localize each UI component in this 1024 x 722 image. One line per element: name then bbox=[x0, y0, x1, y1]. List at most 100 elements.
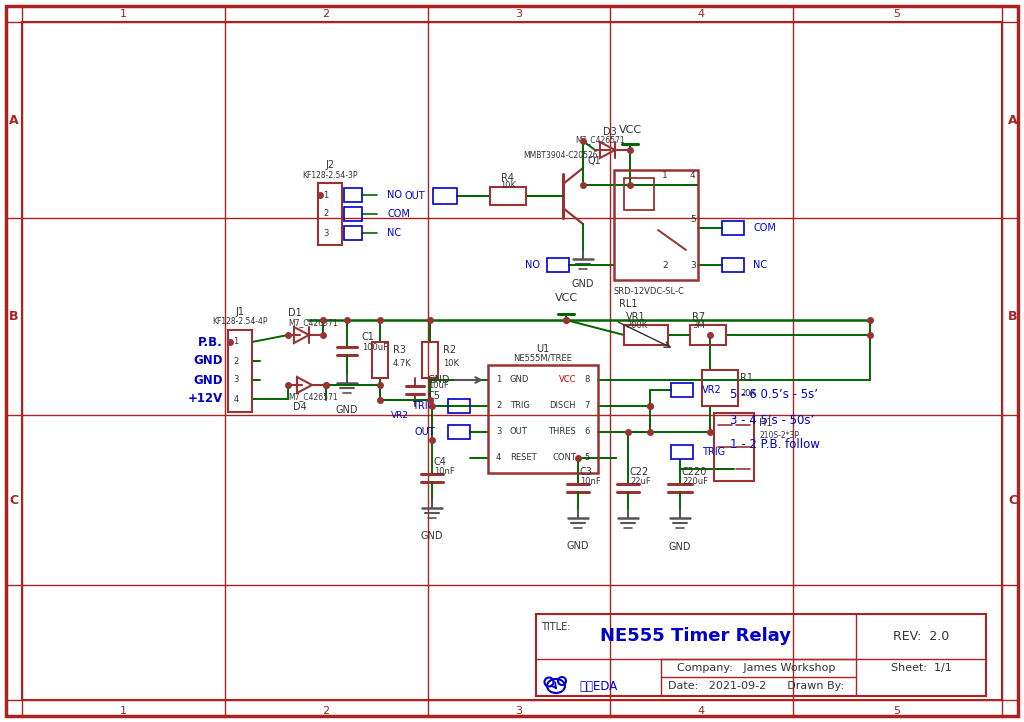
Text: Company:   James Workshop: Company: James Workshop bbox=[677, 663, 836, 673]
Text: 3: 3 bbox=[324, 228, 329, 238]
Text: C: C bbox=[9, 494, 18, 507]
Text: D4: D4 bbox=[293, 402, 307, 412]
Text: RESET: RESET bbox=[510, 453, 537, 463]
Bar bbox=[722, 221, 744, 235]
Text: 5: 5 bbox=[894, 706, 900, 716]
Text: C5: C5 bbox=[428, 391, 441, 401]
Bar bbox=[449, 425, 470, 439]
Text: 4: 4 bbox=[690, 170, 695, 180]
Text: C220: C220 bbox=[682, 467, 708, 477]
Text: 10K: 10K bbox=[443, 359, 459, 367]
Text: D1: D1 bbox=[288, 308, 302, 318]
Text: 3: 3 bbox=[515, 9, 522, 19]
Text: R4: R4 bbox=[502, 173, 514, 183]
Text: KF128-2.54-4P: KF128-2.54-4P bbox=[212, 318, 267, 326]
Text: 5: 5 bbox=[894, 9, 900, 19]
Text: 10K: 10K bbox=[500, 181, 516, 191]
Bar bbox=[671, 445, 693, 459]
Text: A: A bbox=[9, 113, 18, 126]
Text: 20K: 20K bbox=[740, 388, 756, 398]
Text: Sheet:  1/1: Sheet: 1/1 bbox=[891, 663, 951, 673]
Text: TRIG: TRIG bbox=[702, 447, 725, 457]
Text: THRES: THRES bbox=[548, 427, 575, 437]
Text: GND: GND bbox=[510, 375, 529, 385]
Bar bbox=[449, 399, 470, 413]
Bar bbox=[624, 178, 654, 210]
Text: 6: 6 bbox=[585, 427, 590, 437]
Text: NE555M/TREE: NE555M/TREE bbox=[514, 354, 572, 362]
Text: A: A bbox=[1009, 113, 1018, 126]
Text: 3: 3 bbox=[690, 261, 695, 269]
Text: R7: R7 bbox=[692, 312, 706, 322]
Text: 3M: 3M bbox=[692, 321, 705, 331]
Text: M7_C426571: M7_C426571 bbox=[288, 318, 338, 328]
Bar bbox=[344, 188, 362, 202]
Text: 1: 1 bbox=[233, 337, 239, 347]
Bar bbox=[614, 170, 698, 280]
Bar bbox=[228, 330, 252, 412]
Text: NC: NC bbox=[387, 228, 401, 238]
Text: Q1: Q1 bbox=[588, 156, 602, 166]
Text: OUT: OUT bbox=[415, 427, 435, 437]
Text: R1: R1 bbox=[740, 373, 753, 383]
Text: 1: 1 bbox=[120, 706, 127, 716]
Text: GND: GND bbox=[194, 355, 223, 367]
Bar bbox=[690, 325, 726, 345]
Text: 3: 3 bbox=[496, 427, 502, 437]
Text: +12V: +12V bbox=[187, 393, 223, 406]
Text: VR1: VR1 bbox=[626, 312, 645, 322]
Text: GND: GND bbox=[669, 542, 691, 552]
Text: VR2: VR2 bbox=[391, 411, 409, 419]
Bar bbox=[671, 383, 693, 397]
Bar bbox=[536, 614, 986, 696]
Bar bbox=[722, 258, 744, 272]
Text: J1: J1 bbox=[236, 307, 245, 317]
Text: OUT: OUT bbox=[510, 427, 527, 437]
Text: TRIG: TRIG bbox=[412, 401, 435, 411]
Text: VCC: VCC bbox=[558, 375, 575, 385]
Text: B: B bbox=[9, 310, 18, 323]
Bar bbox=[372, 342, 388, 378]
Text: U1: U1 bbox=[537, 344, 550, 354]
Bar bbox=[433, 188, 457, 204]
Text: VCC: VCC bbox=[618, 125, 642, 135]
Text: NE555 Timer Relay: NE555 Timer Relay bbox=[600, 627, 792, 645]
Bar bbox=[702, 370, 738, 406]
Text: 4.7K: 4.7K bbox=[393, 359, 412, 367]
Bar bbox=[318, 183, 342, 245]
Text: 7: 7 bbox=[585, 401, 590, 411]
Text: VR2: VR2 bbox=[702, 385, 722, 395]
Text: NO: NO bbox=[387, 190, 402, 200]
Text: C1: C1 bbox=[362, 332, 375, 342]
Text: 3: 3 bbox=[233, 375, 239, 385]
Text: 2: 2 bbox=[324, 209, 329, 219]
Text: 2: 2 bbox=[233, 357, 239, 365]
Text: 10uF: 10uF bbox=[428, 380, 449, 389]
Bar bbox=[422, 342, 438, 378]
Text: COM: COM bbox=[387, 209, 410, 219]
Bar bbox=[714, 413, 754, 481]
Text: SRD-12VDC-SL-C: SRD-12VDC-SL-C bbox=[614, 287, 685, 297]
Text: KF128-2.54-3P: KF128-2.54-3P bbox=[302, 170, 357, 180]
Text: REV:  2.0: REV: 2.0 bbox=[893, 630, 949, 643]
Text: 5: 5 bbox=[690, 215, 695, 225]
Text: 5: 5 bbox=[585, 453, 590, 463]
Text: GND: GND bbox=[566, 541, 589, 551]
Text: 210S-2*3P: 210S-2*3P bbox=[759, 430, 799, 440]
Text: 3 - 4 5’s - 50s’: 3 - 4 5’s - 50s’ bbox=[730, 414, 814, 427]
Text: 1: 1 bbox=[324, 191, 329, 199]
Text: 5 - 6 0.5’s - 5s’: 5 - 6 0.5’s - 5s’ bbox=[730, 388, 818, 401]
Text: 2: 2 bbox=[496, 401, 502, 411]
Text: MMBT3904-C20526: MMBT3904-C20526 bbox=[523, 152, 598, 160]
Text: M7_C426571: M7_C426571 bbox=[575, 136, 625, 144]
Text: 1: 1 bbox=[120, 9, 127, 19]
Text: H1: H1 bbox=[759, 418, 772, 428]
Text: 1: 1 bbox=[662, 170, 668, 180]
Text: CONT: CONT bbox=[552, 453, 575, 463]
Bar bbox=[488, 365, 598, 473]
Text: GND: GND bbox=[421, 531, 443, 541]
Text: 8: 8 bbox=[585, 375, 590, 385]
Text: 10nF: 10nF bbox=[434, 468, 455, 477]
Text: 220uF: 220uF bbox=[682, 477, 708, 487]
Text: 2: 2 bbox=[662, 261, 668, 269]
